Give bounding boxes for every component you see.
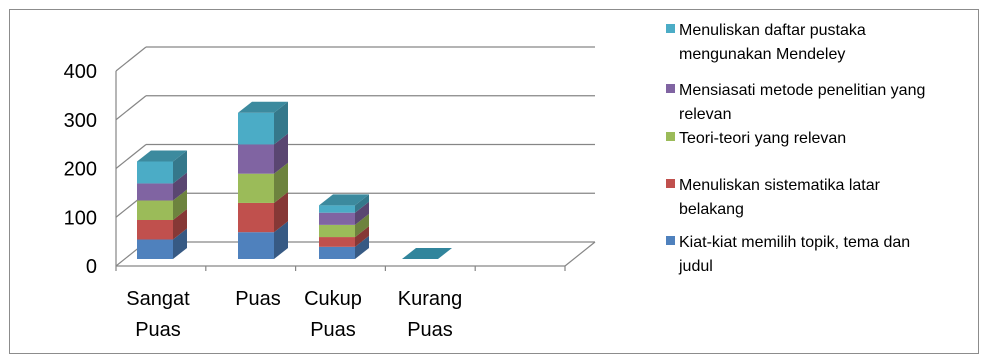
x-tick-label: Puas (310, 319, 356, 341)
bar-segment-side (274, 221, 288, 259)
bar-segment (319, 205, 355, 213)
y-tick-label: 100 (64, 207, 97, 229)
bar-top-face (319, 194, 369, 206)
y-tick-label: 200 (64, 159, 97, 181)
y-tick-label: 0 (86, 256, 97, 278)
bar-segment-side (274, 101, 288, 145)
bar-top-face (238, 101, 288, 113)
bar-segment (319, 224, 355, 238)
legend-swatch (666, 132, 675, 141)
bar-segment-side (173, 150, 187, 184)
x-tick-label: Puas (235, 288, 281, 310)
bar-segment-side (355, 201, 369, 225)
x-tick-label: Cukup (304, 288, 362, 310)
bar-segment-side (274, 162, 288, 203)
bar-segment (238, 232, 274, 259)
legend-label: Menuliskan daftar pustaka (679, 22, 866, 39)
side-gridline-200 (115, 144, 147, 169)
legend-label: Mensiasati metode penelitian yang (679, 82, 925, 99)
x-tick-label: Sangat (126, 288, 190, 310)
bar-segment-side (355, 213, 369, 238)
bar-segment (319, 212, 355, 225)
bar-top-face (402, 248, 452, 259)
floor-right-edge (564, 241, 596, 267)
legend-label: Menuliskan sistematika latar (679, 177, 881, 194)
bar-segment-side (355, 226, 369, 247)
y-tick-label: 400 (64, 61, 97, 83)
legend-swatch (666, 179, 675, 188)
bar-segment-side (355, 235, 369, 259)
bar-segment-side (173, 209, 187, 240)
bar-segment (137, 183, 173, 201)
legend-label: judul (678, 258, 713, 275)
bar-segment-side (355, 194, 369, 213)
bar-segment (137, 161, 173, 184)
bar-segment (137, 220, 173, 240)
bar-segment (319, 237, 355, 247)
legend-label: Kiat-kiat memilih topik, tema dan (679, 234, 910, 251)
bar-segment (319, 246, 355, 259)
bar-segment (238, 202, 274, 233)
legend-swatch (666, 84, 675, 93)
x-tick-label: Kurang (398, 288, 463, 310)
bar-segment (238, 112, 274, 145)
y-tick-label: 300 (64, 110, 97, 132)
bar-segment-side (173, 228, 187, 259)
bar-segment-side (274, 133, 288, 174)
legend-label: mengunakan Mendeley (679, 46, 845, 63)
x-tick-label: Puas (407, 319, 453, 341)
legend-swatch (666, 236, 675, 245)
legend-swatch (666, 24, 675, 33)
legend-label: belakang (679, 201, 744, 218)
bar-segment-side (274, 191, 288, 233)
bar-segment (238, 173, 274, 203)
bar-top-face (137, 150, 187, 162)
x-tick-label: Puas (135, 319, 181, 341)
bar-segment-side (173, 172, 187, 201)
side-gridline-400 (115, 46, 147, 72)
legend-label: relevan (679, 106, 731, 123)
legend-label: Teori-teori yang relevan (679, 130, 846, 147)
bar-segment (137, 239, 173, 259)
chart-frame (9, 9, 979, 354)
bar-segment-side (173, 189, 187, 220)
bar-segment (238, 144, 274, 174)
side-gridline-300 (115, 95, 147, 121)
bar-segment (137, 200, 173, 220)
